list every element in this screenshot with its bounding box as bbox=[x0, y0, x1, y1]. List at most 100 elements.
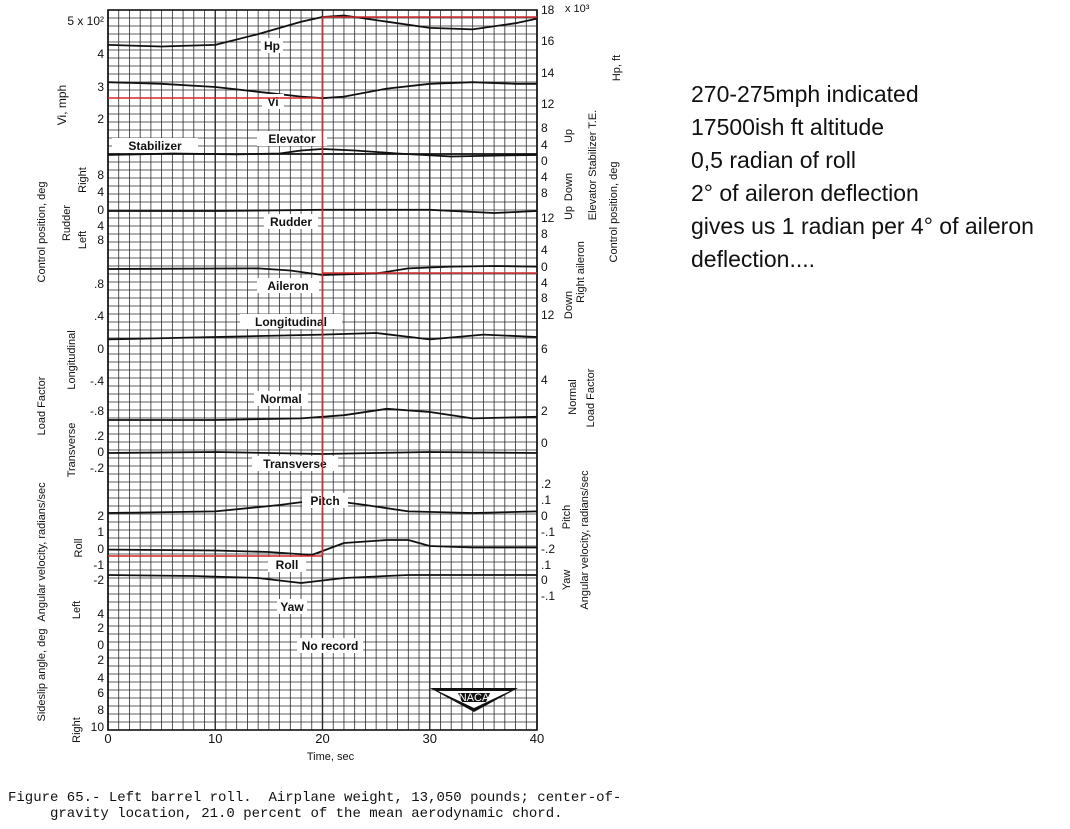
naca-logo: NACA bbox=[430, 688, 518, 712]
left-tick-label: 0 bbox=[97, 203, 104, 217]
trace-label-longitudinal: Longitudinal bbox=[255, 315, 327, 329]
normal-title: Normal bbox=[567, 379, 579, 414]
right-tick-label: 4 bbox=[541, 276, 548, 290]
trace-label-normal: Normal bbox=[260, 392, 301, 406]
vi-axis-title: Vi, mph bbox=[55, 85, 69, 125]
no-record-bg bbox=[297, 638, 363, 653]
left-tick-label: 0 bbox=[97, 445, 104, 459]
right-tick-label: 18 bbox=[541, 3, 555, 17]
right-tick-label: 0 bbox=[541, 509, 548, 523]
right-tick-label: 16 bbox=[541, 34, 555, 48]
trace-label-pitch: Pitch bbox=[310, 494, 339, 508]
plot-frame bbox=[107, 9, 538, 731]
trace-label-vi: Vi bbox=[267, 95, 278, 109]
note-line: 0,5 radian of roll bbox=[691, 147, 856, 173]
right-tick-label: -.1 bbox=[541, 589, 555, 603]
left-tick-label: .2 bbox=[94, 429, 104, 443]
control-position-left-title: Control position, deg bbox=[36, 182, 48, 283]
left-tick-label: 10 bbox=[91, 720, 105, 734]
trace-label-yaw: Yaw bbox=[280, 600, 304, 614]
trace-label-elevator: Elevator bbox=[268, 132, 316, 146]
trace-label-bg bbox=[268, 557, 306, 572]
trace-yaw bbox=[107, 574, 537, 584]
left-tick-label: -1 bbox=[93, 558, 104, 572]
trace-label-aileron: Aileron bbox=[267, 279, 308, 293]
chart-traces: Hp Vi Stabilizer Elevator Rudder Aileron Longi… bbox=[107, 14, 538, 614]
caption-line-1: Figure 65.- Left barrel roll. Airplane w… bbox=[8, 790, 622, 806]
left-tick-label: 6 bbox=[97, 686, 104, 700]
trace-label-transverse: Transverse bbox=[263, 457, 327, 471]
left-tick-label: -2 bbox=[93, 573, 104, 587]
hp-exponent: x 10³ bbox=[565, 3, 590, 15]
right-tick-label: 0 bbox=[541, 436, 548, 450]
trace-label-hp: Hp bbox=[264, 39, 280, 53]
left-tick-label: 3 bbox=[97, 80, 104, 94]
caption-line-2: gravity location, 21.0 percent of the me… bbox=[8, 806, 563, 822]
left-tick-label: 4 bbox=[97, 185, 104, 199]
left-tick-label: 2 bbox=[97, 112, 104, 126]
left-tick-label: .8 bbox=[94, 277, 104, 291]
right-tick-label: 0 bbox=[541, 573, 548, 587]
trace-label-bg bbox=[112, 138, 198, 153]
left-tick-label: 8 bbox=[97, 703, 104, 717]
roll-title: Roll bbox=[73, 539, 85, 558]
longitudinal-title: Longitudinal bbox=[66, 330, 78, 389]
sideslip-title: Sideslip angle, deg bbox=[36, 629, 48, 722]
no-record-label: No record bbox=[302, 639, 359, 653]
right-tick-label: 4 bbox=[541, 243, 548, 257]
trace-label-bg bbox=[257, 131, 327, 146]
left-tick-label: 8 bbox=[97, 168, 104, 182]
note-line: 2° of aileron deflection bbox=[691, 180, 919, 206]
aileron-up-label: Up bbox=[563, 206, 575, 220]
left-tick-label: 2 bbox=[97, 621, 104, 635]
left-tick-label: 4 bbox=[97, 607, 104, 621]
trace-label-bg bbox=[261, 38, 283, 53]
left-tick-label: 0 bbox=[97, 542, 104, 556]
trace-roll bbox=[107, 539, 537, 556]
right-tick-label: 12 bbox=[541, 97, 555, 111]
sideslip-left-label: Left bbox=[71, 601, 83, 619]
right-label: Right bbox=[77, 167, 89, 193]
rudder-title: Rudder bbox=[61, 205, 73, 241]
left-tick-label: 2 bbox=[97, 509, 104, 523]
axis-titles: Vi, mph Control position, deg Rudder Right L… bbox=[36, 55, 623, 743]
figure-caption: Figure 65.- Left barrel roll. Airplane w… bbox=[8, 790, 621, 822]
trace-longitudinal bbox=[107, 332, 538, 341]
right-tick-label: 0 bbox=[541, 154, 548, 168]
right-tick-label: 14 bbox=[541, 66, 555, 80]
red-annotation-lines bbox=[108, 16, 537, 557]
note-line: 17500ish ft altitude bbox=[691, 114, 885, 140]
transverse-title: Transverse bbox=[66, 423, 78, 478]
trace-label-bg bbox=[277, 599, 307, 614]
aileron-down-label: Down bbox=[563, 291, 575, 319]
x-tick-label: 10 bbox=[208, 731, 222, 746]
trace-normal bbox=[108, 407, 538, 421]
x-axis-title: Time, sec bbox=[307, 751, 355, 763]
trace-label-bg bbox=[254, 391, 308, 406]
note-line: gives us 1 radian per 4° of aileron bbox=[691, 213, 1034, 239]
right-tick-label: 4 bbox=[541, 373, 548, 387]
naca-text: NACA bbox=[459, 692, 490, 704]
left-tick-label: 4 bbox=[97, 671, 104, 685]
trace-label-bg bbox=[257, 278, 319, 293]
angular-velocity-left-title: Angular velocity, radians/sec bbox=[36, 482, 48, 622]
elevator-down-label: Down bbox=[563, 173, 575, 201]
trace-rudder bbox=[108, 208, 538, 214]
right-tick-label: .2 bbox=[541, 477, 551, 491]
right-tick-label: 4 bbox=[541, 170, 548, 184]
left-label: Left bbox=[77, 231, 89, 249]
left-tick-label: 0 bbox=[97, 638, 104, 652]
note-line: 270-275mph indicated bbox=[691, 81, 919, 107]
trace-label-bg bbox=[264, 214, 318, 229]
left-tick-label: 4 bbox=[97, 47, 104, 61]
right-aileron-title: Right aileron bbox=[575, 241, 587, 303]
trace-label-bg bbox=[252, 456, 338, 471]
left-tick-label: 8 bbox=[97, 233, 104, 247]
x-tick-label: 40 bbox=[530, 731, 544, 746]
right-tick-label: 4 bbox=[541, 138, 548, 152]
trace-label-rudder: Rudder bbox=[270, 215, 312, 229]
left-tick-label: -.8 bbox=[90, 404, 104, 418]
elevator-up-label: Up bbox=[563, 129, 575, 143]
